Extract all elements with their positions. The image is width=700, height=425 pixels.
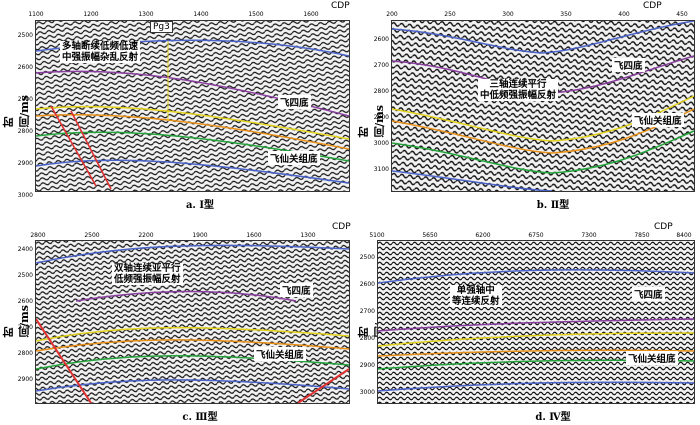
x-tick: 400 — [618, 11, 630, 18]
y-tick: 3100 — [373, 166, 389, 173]
panel-caption: c. Ⅲ型 — [182, 412, 218, 423]
y-tick: 2400 — [17, 246, 33, 253]
y-tick: 2800 — [17, 128, 33, 135]
x-tick: 1900 — [192, 232, 208, 239]
horizon-label-feixianguan: 飞仙关组底 — [632, 113, 684, 127]
x-tick: 5650 — [422, 232, 438, 239]
y-tick: 2500 — [17, 32, 33, 39]
y-tick: 3000 — [359, 389, 375, 396]
y-axis-title: 时间/ms — [357, 105, 386, 138]
seismic-section: 单强轴中 等连续反射 飞四底 飞仙关组底 — [377, 240, 695, 404]
cdp-label: CDP — [654, 222, 673, 232]
x-tick: 1500 — [248, 11, 264, 18]
seismic-section: 双轴连续亚平行 低频强振幅反射 飞四底 飞仙关组底 — [35, 240, 350, 404]
y-tick: 2500 — [17, 272, 33, 279]
seismic-image — [36, 241, 349, 403]
horizon-label-feixianguan: 飞仙关组底 — [254, 347, 306, 361]
x-tick: 450 — [676, 11, 688, 18]
y-tick: 2700 — [17, 96, 33, 103]
y-tick: 2900 — [17, 160, 33, 167]
y-tick: 2800 — [17, 350, 33, 357]
pg3-label: Pg3 — [150, 21, 173, 33]
seismic-section: Pg3 多轴断续低频低速 中强振幅杂乱反射 飞四底 飞仙关组底 — [35, 20, 350, 192]
x-tick: 7300 — [581, 232, 597, 239]
y-tick: 2600 — [17, 64, 33, 71]
y-tick: 2600 — [359, 281, 375, 288]
x-tick: 200 — [386, 11, 398, 18]
x-tick: 1300 — [300, 232, 316, 239]
x-tick: 1200 — [83, 11, 99, 18]
x-tick: 1300 — [138, 11, 154, 18]
x-tick: 250 — [444, 11, 456, 18]
x-tick: 350 — [560, 11, 572, 18]
x-tick: 6750 — [528, 232, 544, 239]
y-tick: 2900 — [359, 362, 375, 369]
y-tick: 2700 — [17, 324, 33, 331]
horizon-label-feixianguan: 飞仙关组底 — [268, 151, 320, 165]
horizon-label-fei4: 飞四底 — [278, 95, 311, 109]
horizon-label-feixianguan: 飞仙关组底 — [626, 351, 678, 365]
x-tick: 1100 — [28, 11, 44, 18]
x-tick: 5100 — [369, 232, 385, 239]
y-tick: 2900 — [373, 114, 389, 121]
facies-note: 单强轴中 等连续反射 — [450, 285, 502, 307]
y-tick: 2500 — [359, 254, 375, 261]
y-tick: 2800 — [359, 335, 375, 342]
x-tick: 6200 — [475, 232, 491, 239]
x-tick: 2800 — [30, 232, 46, 239]
x-tick: 2200 — [138, 232, 154, 239]
facies-note: 三轴连续平行 中低频强振幅反射 — [478, 79, 559, 101]
x-tick: 8400 — [676, 232, 692, 239]
facies-note: 双轴连续亚平行 低频强振幅反射 — [112, 263, 183, 285]
x-tick: 2500 — [84, 232, 100, 239]
y-tick: 2800 — [373, 88, 389, 95]
y-tick: 2900 — [17, 376, 33, 383]
y-tick: 2700 — [359, 308, 375, 315]
seismic-image — [378, 241, 694, 403]
facies-note: 多轴断续低频低速 中强振幅杂乱反射 — [60, 41, 141, 63]
panel-caption: d. Ⅳ型 — [535, 412, 571, 423]
x-tick: 7850 — [634, 232, 650, 239]
y-axis-title: 时间/ms — [2, 305, 31, 338]
panel-caption: a. Ⅰ型 — [185, 200, 215, 211]
y-tick: 2600 — [373, 36, 389, 43]
x-tick: 1400 — [193, 11, 209, 18]
y-tick: 2700 — [373, 62, 389, 69]
x-tick: 1600 — [303, 11, 319, 18]
cdp-label: CDP — [332, 222, 351, 232]
seismic-section: 三轴连续平行 中低频强振幅反射 飞四底 飞仙关组底 — [391, 20, 695, 192]
horizon-label-fei4: 飞四底 — [632, 287, 665, 301]
y-tick: 3000 — [373, 140, 389, 147]
cdp-label: CDP — [643, 1, 662, 11]
horizon-label-fei4: 飞四底 — [612, 58, 645, 72]
panel-caption: b. Ⅱ型 — [536, 200, 570, 211]
x-tick: 1600 — [246, 232, 262, 239]
y-tick: 2600 — [17, 298, 33, 305]
seismic-image — [392, 21, 694, 191]
y-tick: 3000 — [17, 192, 33, 199]
x-tick: 300 — [502, 11, 514, 18]
horizon-label-fei4: 飞四底 — [280, 283, 313, 297]
cdp-label: CDP — [331, 1, 350, 11]
